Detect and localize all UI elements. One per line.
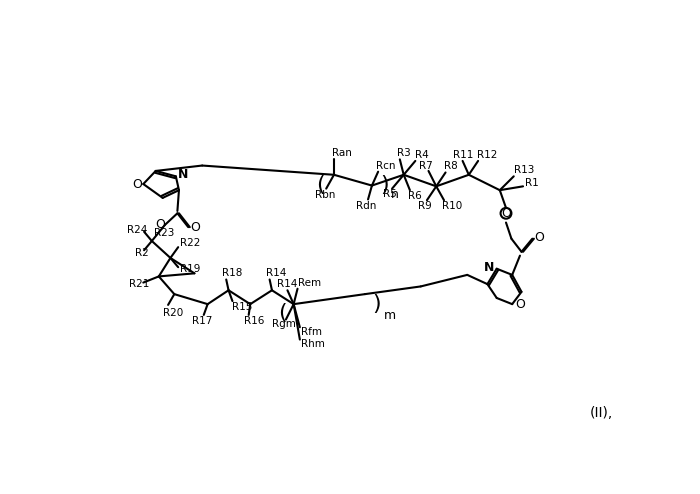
Text: R17: R17 bbox=[192, 316, 213, 326]
Text: R20: R20 bbox=[162, 308, 183, 318]
Text: Rbn: Rbn bbox=[315, 190, 336, 200]
Text: m: m bbox=[384, 309, 395, 322]
Text: R10: R10 bbox=[442, 201, 463, 210]
Text: (: ( bbox=[316, 175, 324, 195]
Text: n: n bbox=[391, 188, 399, 201]
Text: O: O bbox=[501, 207, 511, 220]
Text: R24: R24 bbox=[127, 225, 148, 235]
Text: Rdn: Rdn bbox=[356, 201, 377, 210]
Text: R18: R18 bbox=[223, 268, 243, 278]
Text: (II),: (II), bbox=[589, 407, 613, 420]
Text: R3: R3 bbox=[398, 148, 412, 158]
Text: R8: R8 bbox=[444, 162, 458, 171]
Text: Rhm: Rhm bbox=[302, 339, 326, 349]
Text: Rem: Rem bbox=[298, 278, 321, 288]
Text: Rcn: Rcn bbox=[376, 161, 396, 170]
Text: ): ) bbox=[380, 175, 389, 195]
Text: R13: R13 bbox=[514, 165, 534, 175]
Text: (: ( bbox=[279, 303, 287, 324]
Text: R9: R9 bbox=[418, 201, 431, 210]
Text: Rfm: Rfm bbox=[302, 327, 323, 337]
Text: R4: R4 bbox=[414, 150, 428, 160]
Text: R23: R23 bbox=[154, 228, 174, 238]
Text: O: O bbox=[155, 218, 164, 231]
Text: N: N bbox=[484, 261, 495, 274]
Text: R14: R14 bbox=[266, 268, 286, 278]
Text: R5: R5 bbox=[383, 189, 396, 199]
Text: R15: R15 bbox=[232, 302, 253, 312]
Text: Ran: Ran bbox=[332, 148, 352, 158]
Text: O: O bbox=[515, 298, 525, 311]
Text: R19: R19 bbox=[180, 264, 200, 274]
Text: R21: R21 bbox=[130, 279, 150, 289]
Text: R2: R2 bbox=[135, 248, 148, 258]
Text: R6: R6 bbox=[408, 191, 422, 201]
Text: ): ) bbox=[372, 294, 381, 314]
Text: R16: R16 bbox=[244, 316, 265, 326]
Text: R12: R12 bbox=[477, 150, 497, 160]
Text: R11: R11 bbox=[454, 150, 474, 160]
Text: N: N bbox=[177, 167, 188, 180]
Text: Rgm: Rgm bbox=[272, 319, 296, 329]
Text: R1: R1 bbox=[524, 178, 538, 188]
Text: O: O bbox=[190, 221, 200, 234]
Text: O: O bbox=[132, 177, 142, 191]
Text: O: O bbox=[535, 231, 545, 244]
Text: R7: R7 bbox=[419, 161, 433, 170]
Text: R14: R14 bbox=[276, 279, 297, 289]
Text: R22: R22 bbox=[180, 238, 200, 247]
